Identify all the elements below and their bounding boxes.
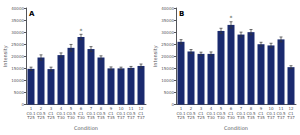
svg-text:C0.1: C0.1 xyxy=(86,110,96,116)
svg-text:6: 6 xyxy=(79,106,83,112)
svg-text:C0.5: C0.5 xyxy=(216,110,226,116)
svg-text:C0.1: C0.1 xyxy=(26,110,36,116)
svg-text:*: * xyxy=(80,27,83,34)
svg-text:C0.5: C0.5 xyxy=(66,110,76,116)
svg-text:C0.1: C0.1 xyxy=(236,110,246,116)
svg-text:6: 6 xyxy=(229,106,233,112)
svg-text:0: 0 xyxy=(171,102,174,107)
svg-text:C0.1: C0.1 xyxy=(56,110,66,116)
svg-text:4: 4 xyxy=(209,106,213,112)
svg-text:C0.1: C0.1 xyxy=(266,110,276,116)
svg-text:B: B xyxy=(179,10,184,18)
svg-text:5: 5 xyxy=(69,106,73,112)
svg-text:Intensity: Intensity xyxy=(2,45,9,67)
svg-text:C0.5: C0.5 xyxy=(186,110,196,116)
svg-text:10: 10 xyxy=(268,106,274,112)
svg-text:8: 8 xyxy=(99,106,103,112)
svg-text:35000: 35000 xyxy=(161,18,174,23)
svg-text:C1: C1 xyxy=(108,110,114,116)
svg-text:1: 1 xyxy=(179,106,183,112)
svg-text:C1: C1 xyxy=(48,110,54,116)
svg-text:T37: T37 xyxy=(266,115,275,120)
svg-text:T25: T25 xyxy=(186,115,195,120)
svg-text:T30: T30 xyxy=(66,115,75,120)
svg-text:T30: T30 xyxy=(216,115,225,120)
svg-text:T35: T35 xyxy=(86,115,95,120)
svg-text:2: 2 xyxy=(189,106,193,112)
svg-text:7: 7 xyxy=(89,106,93,112)
svg-text:C0.5: C0.5 xyxy=(96,110,106,116)
svg-text:5000: 5000 xyxy=(164,90,175,95)
svg-text:9: 9 xyxy=(259,106,263,112)
svg-text:11: 11 xyxy=(278,106,284,112)
svg-text:T37: T37 xyxy=(116,115,125,120)
svg-text:20000: 20000 xyxy=(11,54,24,59)
svg-text:Condition: Condition xyxy=(74,125,98,131)
svg-text:A: A xyxy=(29,10,35,18)
svg-text:T35: T35 xyxy=(236,115,245,120)
svg-text:T30: T30 xyxy=(56,115,65,120)
svg-text:C0.5: C0.5 xyxy=(246,110,256,116)
svg-text:5000: 5000 xyxy=(14,90,25,95)
svg-text:40000: 40000 xyxy=(11,6,24,11)
svg-text:T35: T35 xyxy=(106,115,115,120)
svg-text:T37: T37 xyxy=(126,115,135,120)
svg-text:30000: 30000 xyxy=(161,30,174,35)
svg-text:2: 2 xyxy=(39,106,43,112)
svg-text:4: 4 xyxy=(59,106,63,112)
svg-text:10: 10 xyxy=(118,106,124,112)
svg-text:5: 5 xyxy=(219,106,223,112)
svg-text:3: 3 xyxy=(199,106,203,112)
svg-text:T30: T30 xyxy=(226,115,235,120)
svg-text:*: * xyxy=(230,14,233,21)
svg-text:1: 1 xyxy=(29,106,33,112)
svg-text:Condition: Condition xyxy=(224,125,248,131)
svg-text:30000: 30000 xyxy=(11,30,24,35)
svg-text:C1: C1 xyxy=(258,110,264,116)
svg-text:T25: T25 xyxy=(26,115,35,120)
svg-text:C1: C1 xyxy=(78,110,84,116)
svg-text:40000: 40000 xyxy=(161,6,174,11)
svg-text:15000: 15000 xyxy=(11,66,24,71)
svg-text:10000: 10000 xyxy=(161,78,174,83)
svg-text:T25: T25 xyxy=(176,115,185,120)
svg-text:9: 9 xyxy=(109,106,113,112)
svg-text:T25: T25 xyxy=(196,115,205,120)
svg-text:T30: T30 xyxy=(76,115,85,120)
svg-text:T30: T30 xyxy=(206,115,215,120)
svg-text:C1: C1 xyxy=(198,110,204,116)
svg-text:C1: C1 xyxy=(228,110,234,116)
svg-text:12: 12 xyxy=(288,106,294,112)
svg-text:C0.1: C0.1 xyxy=(206,110,216,116)
svg-text:7: 7 xyxy=(239,106,243,112)
svg-text:3: 3 xyxy=(49,106,53,112)
svg-text:15000: 15000 xyxy=(161,66,174,71)
svg-text:T35: T35 xyxy=(96,115,105,120)
svg-text:25000: 25000 xyxy=(11,42,24,47)
svg-text:8: 8 xyxy=(249,106,253,112)
svg-text:T35: T35 xyxy=(246,115,255,120)
svg-text:11: 11 xyxy=(128,106,134,112)
svg-text:C0.1: C0.1 xyxy=(176,110,186,116)
svg-text:C0.1: C0.1 xyxy=(116,110,126,116)
svg-text:10000: 10000 xyxy=(11,78,24,83)
svg-text:35000: 35000 xyxy=(11,18,24,23)
svg-text:T37: T37 xyxy=(136,115,145,120)
svg-text:T37: T37 xyxy=(276,115,285,120)
svg-text:C1: C1 xyxy=(138,110,144,116)
svg-text:T37: T37 xyxy=(286,115,295,120)
svg-text:Intensity: Intensity xyxy=(152,45,159,67)
svg-text:12: 12 xyxy=(138,106,144,112)
svg-text:0: 0 xyxy=(21,102,24,107)
svg-text:C0.5: C0.5 xyxy=(36,110,46,116)
svg-text:25000: 25000 xyxy=(161,42,174,47)
svg-text:C0.5: C0.5 xyxy=(276,110,286,116)
svg-text:T25: T25 xyxy=(46,115,55,120)
svg-text:T35: T35 xyxy=(256,115,265,120)
svg-text:C0.5: C0.5 xyxy=(126,110,136,116)
svg-text:20000: 20000 xyxy=(161,54,174,59)
svg-text:C1: C1 xyxy=(288,110,294,116)
svg-text:T25: T25 xyxy=(36,115,45,120)
